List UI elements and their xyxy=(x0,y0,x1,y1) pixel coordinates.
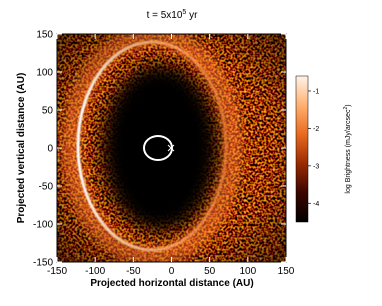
colorbar xyxy=(295,75,309,223)
x-tick-label: -100 xyxy=(85,266,105,277)
y-axis-label: Projected vertical distance (AU) xyxy=(16,73,27,224)
image xyxy=(57,34,286,262)
colorbar-label: log Brightness (mJy/arcsec2) xyxy=(343,104,352,193)
x-tick-label: -150 xyxy=(47,266,67,277)
colorbar-tick-label: -3 xyxy=(313,163,319,170)
colorbar-tick-label: -1 xyxy=(313,88,319,95)
axes: -150 -100 -50 0 50 100 150 -150 -100 -50 0 50 100 150… xyxy=(33,30,319,278)
y-tick-label: 150 xyxy=(36,30,53,41)
y-tick-label: -50 xyxy=(39,182,54,193)
y-tick-label: -100 xyxy=(33,220,53,231)
y-tick-label: 50 xyxy=(42,106,54,117)
y-tick-label: 0 xyxy=(47,144,53,155)
inner-ellipse xyxy=(143,135,173,161)
colorbar-label-text: log Brightness (mJy/arcsec xyxy=(345,109,352,194)
x-tick-label: -50 xyxy=(126,266,141,277)
colorbar-label-suffix: ) xyxy=(345,104,352,106)
title-suffix: yr xyxy=(186,10,198,21)
colorbar-tick-label: -4 xyxy=(313,201,319,208)
chart-title: t = 5x105 yr xyxy=(147,9,199,21)
x-tick-label: 100 xyxy=(239,266,256,277)
x-axis-label: Projected horizontal distance (AU) xyxy=(90,278,253,289)
x-tick-label: 0 xyxy=(169,266,175,277)
colorbar-label-superscript: 2 xyxy=(343,107,349,110)
x-tick-label: 150 xyxy=(278,266,295,277)
colorbar-tick-label: -2 xyxy=(313,126,319,133)
star-marker xyxy=(167,144,175,152)
title-text: t = 5x10 xyxy=(147,10,183,21)
title-superscript: 5 xyxy=(182,9,186,16)
x-tick-label: 50 xyxy=(204,266,216,277)
y-tick-label: -150 xyxy=(33,258,53,269)
y-tick-label: 100 xyxy=(36,68,53,79)
